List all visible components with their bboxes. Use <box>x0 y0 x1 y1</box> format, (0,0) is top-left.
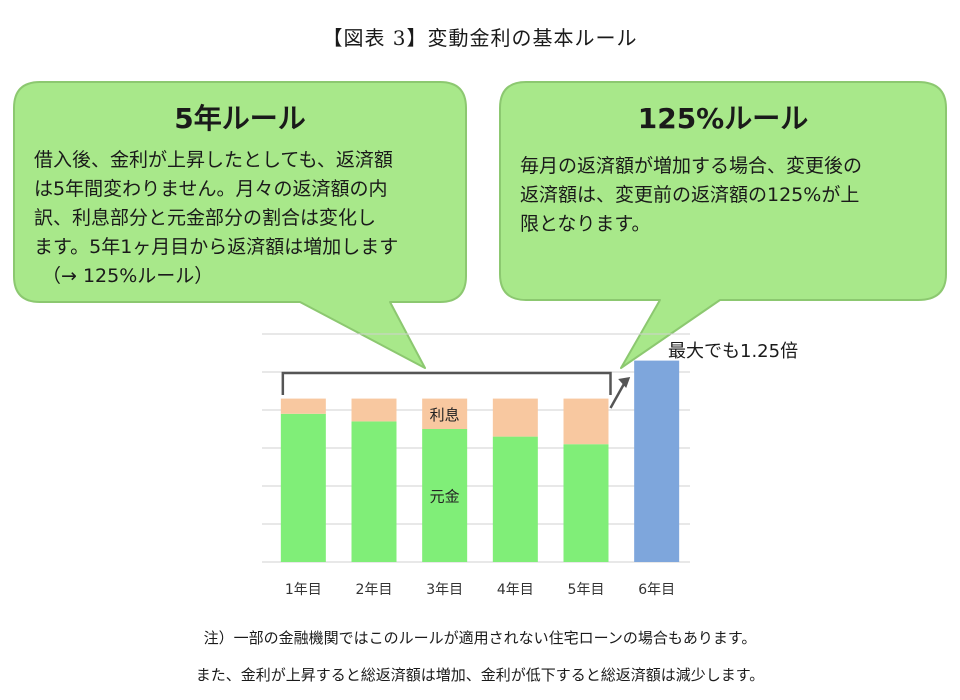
bar-interest <box>492 398 538 437</box>
125-percent-rule-title: 125%ルール <box>637 102 809 135</box>
footnote-1: 注）一部の金融機関ではこのルールが適用されない住宅ローンの場合もあります。 <box>203 629 757 647</box>
interest-label: 利息 <box>430 406 460 424</box>
five-year-rule-line: （→ 125%ルール） <box>42 265 214 287</box>
bar-interest <box>563 398 609 445</box>
125-percent-rule-line: 限となります。 <box>520 213 651 235</box>
x-tick-label: 6年目 <box>638 582 675 598</box>
bar-interest <box>422 398 468 429</box>
125-percent-rule-line: 毎月の返済額が増加する場合、変更後の <box>520 155 863 177</box>
x-tick-label: 5年目 <box>568 582 605 598</box>
five-year-rule-title: 5年ルール <box>174 102 306 135</box>
bar-principal <box>563 444 609 562</box>
bar-principal <box>492 436 538 562</box>
max-125-annotation: 最大でも1.25倍 <box>668 341 798 362</box>
left-speech-bubble <box>13 81 467 369</box>
increase-arrow-head <box>618 377 631 388</box>
bar-interest <box>280 398 326 414</box>
bar-principal <box>280 413 326 562</box>
five-year-bracket <box>281 371 612 395</box>
five-year-rule-line: は5年間変わりません。月々の返済額の内 <box>34 178 388 200</box>
five-year-rule-line: 借入後、金利が上昇したとしても、返済額 <box>34 149 393 171</box>
bar-interest <box>351 398 397 422</box>
five-year-rule-line: ます。5年1ヶ月目から返済額は増加します <box>34 236 399 258</box>
bar-principal <box>422 429 468 562</box>
125-percent-rule-text: 毎月の返済額が増加する場合、変更後の 返済額は、変更前の返済額の125%が上 限… <box>520 152 936 239</box>
five-year-rule-line: 訳、利息部分と元金部分の割合は変化し <box>34 207 377 229</box>
bar-year6 <box>634 360 680 562</box>
principal-label: 元金 <box>430 488 460 506</box>
figure-title: 【図表 3】変動金利の基本ルール <box>322 26 638 50</box>
bar-principal <box>351 421 397 562</box>
footnote-2: また、金利が上昇すると総返済額は増加、金利が低下すると総返済額は減少します。 <box>195 666 765 684</box>
five-year-rule-text: 借入後、金利が上昇したとしても、返済額 は5年間変わりません。月々の返済額の内 … <box>34 146 458 291</box>
x-tick-label: 3年目 <box>426 582 463 598</box>
x-tick-label: 4年目 <box>497 582 534 598</box>
x-tick-label: 2年目 <box>356 582 393 598</box>
125-percent-rule-line: 返済額は、変更前の返済額の125%が上 <box>520 184 860 206</box>
x-tick-label: 1年目 <box>285 582 322 598</box>
